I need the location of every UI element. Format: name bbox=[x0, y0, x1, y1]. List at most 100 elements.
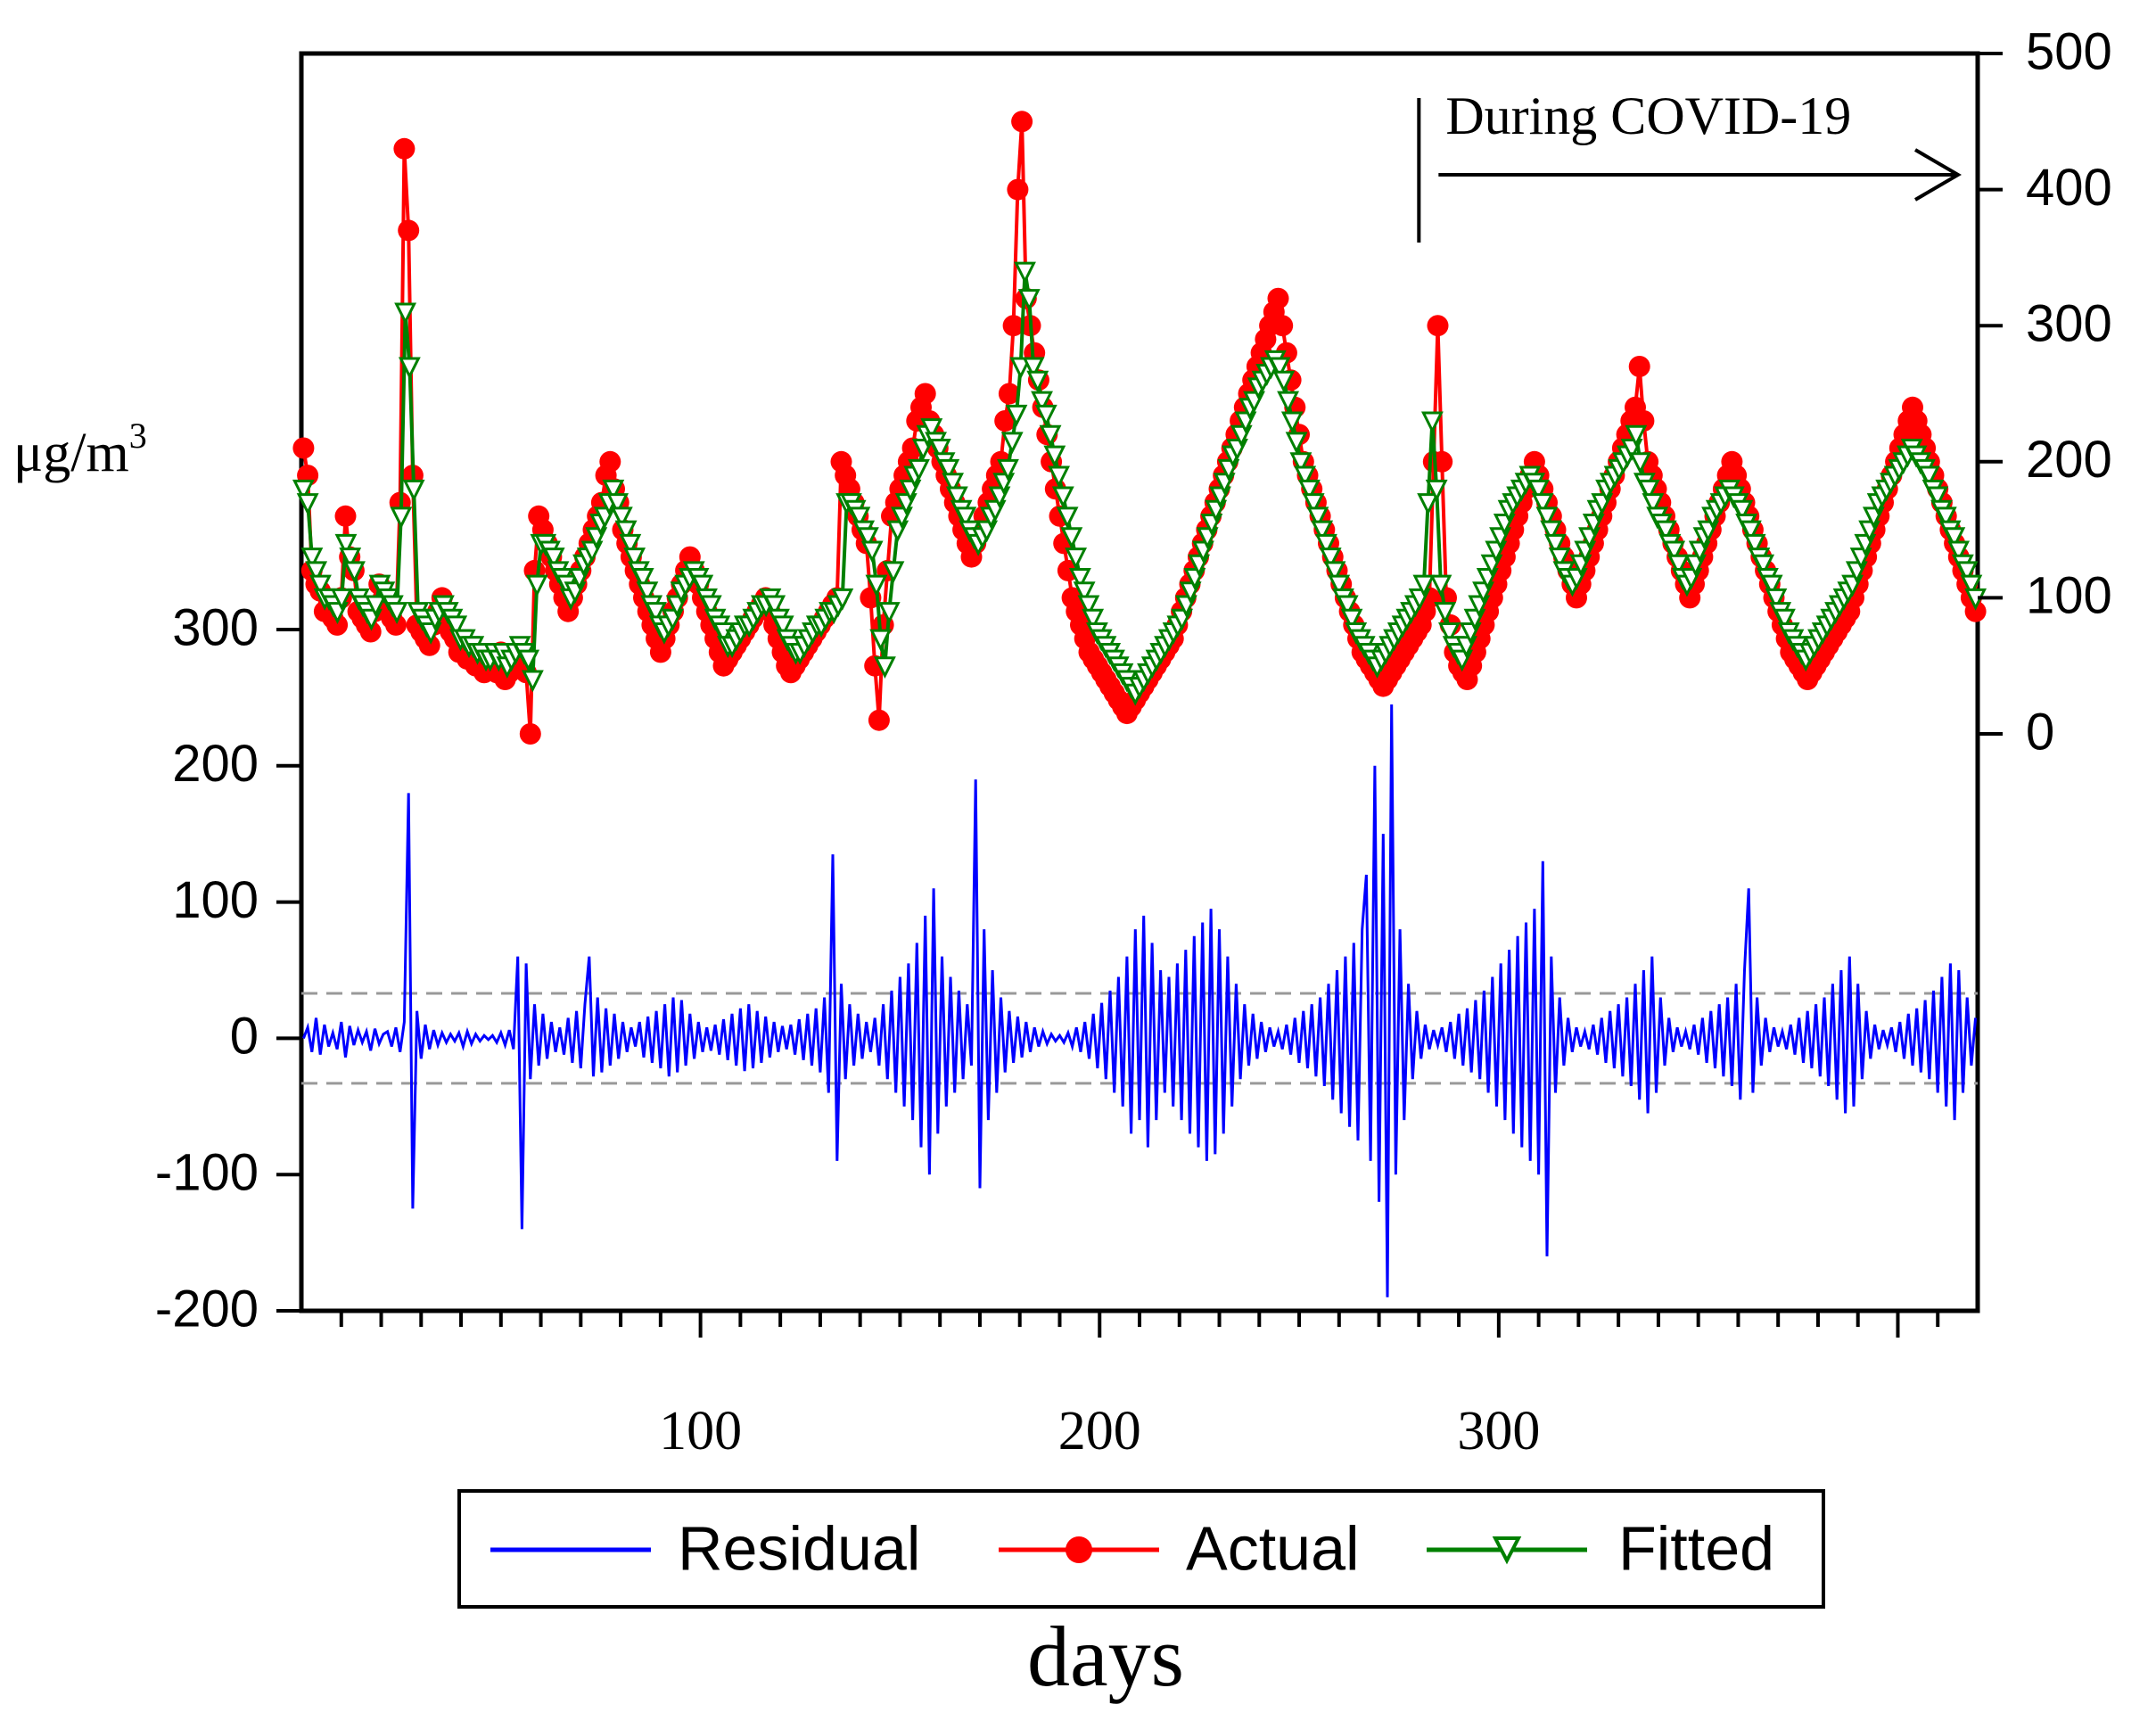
fitted-point bbox=[874, 656, 896, 679]
fitted-point bbox=[1663, 540, 1686, 564]
fitted-point bbox=[1077, 595, 1100, 618]
covid-annotation-text: During COVID-19 bbox=[1445, 86, 1851, 145]
legend-actual-marker bbox=[1066, 1536, 1092, 1563]
fitted-point bbox=[1009, 357, 1033, 380]
fitted-point bbox=[1765, 588, 1788, 611]
fitted-point bbox=[1060, 527, 1083, 550]
fitted-point bbox=[614, 520, 638, 543]
fitted-point bbox=[364, 595, 387, 618]
fitted-point bbox=[1297, 479, 1321, 502]
x-tick-label: 100 bbox=[659, 1401, 742, 1462]
actual-point bbox=[1011, 111, 1033, 133]
legend-fitted-marker bbox=[1492, 1536, 1522, 1565]
actual-point bbox=[998, 383, 1020, 405]
fitted-point bbox=[525, 574, 548, 597]
fitted-point bbox=[1934, 506, 1957, 530]
actual-point bbox=[1002, 315, 1025, 337]
fitted-point bbox=[610, 506, 633, 530]
right-axis: 500 400 300 200 100 0 bbox=[1978, 22, 2112, 761]
fitted-point bbox=[1667, 554, 1690, 577]
fitted-point bbox=[869, 629, 893, 652]
fitted-point bbox=[908, 458, 930, 482]
actual-point bbox=[292, 437, 315, 459]
fitted-point bbox=[1022, 357, 1045, 380]
fitted-point bbox=[771, 615, 794, 638]
fitted-point bbox=[1531, 493, 1554, 515]
fitted-point bbox=[691, 574, 714, 597]
fitted-point bbox=[390, 506, 413, 530]
fitted-point bbox=[1773, 608, 1796, 631]
x-axis-title: days bbox=[1027, 1609, 1184, 1704]
actual-point bbox=[326, 613, 349, 636]
actual-point bbox=[398, 219, 420, 242]
fitted-point bbox=[343, 561, 366, 584]
fitted-point bbox=[1526, 479, 1550, 502]
fitted-point bbox=[937, 458, 960, 482]
actual-point bbox=[519, 723, 541, 745]
legend-item-actual: Actual bbox=[999, 1513, 1360, 1583]
fitted-point bbox=[296, 493, 319, 515]
fitted-point bbox=[1311, 520, 1334, 543]
fitted-point bbox=[1048, 465, 1070, 489]
fitted-point bbox=[445, 615, 468, 638]
fitted-point bbox=[928, 439, 951, 461]
fitted-point bbox=[631, 568, 654, 590]
legend-residual-label: Residual bbox=[678, 1513, 920, 1583]
actual-point bbox=[1267, 287, 1289, 309]
fitted-point bbox=[309, 574, 332, 597]
fitted-point bbox=[699, 595, 722, 618]
fitted-point bbox=[1412, 574, 1436, 597]
fitted-point bbox=[1731, 499, 1754, 523]
fitted-point bbox=[1268, 357, 1291, 380]
fitted-point bbox=[1434, 602, 1457, 625]
fitted-point bbox=[1073, 581, 1096, 605]
fitted-point bbox=[334, 533, 358, 556]
fitted-point bbox=[860, 540, 884, 564]
actual-point bbox=[599, 450, 621, 473]
fitted-point bbox=[521, 670, 544, 693]
right-tick-label: 200 bbox=[2026, 431, 2112, 489]
fitted-point bbox=[856, 527, 879, 550]
fitted-point bbox=[1043, 445, 1066, 468]
fitted-point bbox=[1625, 424, 1648, 448]
left-tick-label: 100 bbox=[172, 871, 259, 929]
fitted-point bbox=[1034, 404, 1057, 427]
fitted-point bbox=[942, 473, 965, 496]
x-tick-label: 300 bbox=[1457, 1401, 1540, 1462]
fitted-point bbox=[1336, 595, 1359, 618]
residual-line bbox=[302, 704, 1978, 1297]
legend-item-residual: Residual bbox=[490, 1513, 920, 1583]
left-axis: 300 200 100 0 -100 -200 bbox=[155, 598, 301, 1338]
right-tick-label: 100 bbox=[2026, 567, 2112, 625]
fitted-point bbox=[330, 588, 353, 611]
fitted-point bbox=[1955, 561, 1979, 584]
left-tick-label: 300 bbox=[172, 598, 259, 656]
fitted-point bbox=[1417, 493, 1440, 515]
fitted-point bbox=[1540, 520, 1563, 543]
left-tick-label: -200 bbox=[155, 1280, 259, 1338]
fitted-point bbox=[1000, 432, 1024, 455]
fitted-point bbox=[1752, 554, 1775, 577]
unit-label: μg/m3 bbox=[13, 416, 147, 483]
fitted-point bbox=[1654, 520, 1677, 543]
fitted-point bbox=[1739, 520, 1762, 543]
actual-point bbox=[914, 383, 936, 405]
fitted-point bbox=[1425, 479, 1448, 502]
fitted-point bbox=[339, 548, 362, 570]
actual-point bbox=[1427, 315, 1449, 337]
fitted-point bbox=[882, 561, 905, 584]
actual-point bbox=[385, 613, 407, 636]
fitted-point bbox=[1280, 411, 1304, 434]
fitted-point bbox=[1005, 404, 1028, 427]
fitted-point bbox=[305, 561, 328, 584]
fitted-point bbox=[606, 493, 630, 515]
fitted-point bbox=[542, 548, 565, 570]
fitted-series bbox=[292, 261, 1987, 706]
fitted-point bbox=[644, 602, 667, 625]
legend-fitted-label: Fitted bbox=[1618, 1513, 1774, 1583]
fitted-point bbox=[1760, 574, 1783, 597]
fitted-point bbox=[1535, 506, 1559, 530]
fitted-point bbox=[1323, 561, 1346, 584]
fitted-point bbox=[1289, 452, 1313, 475]
